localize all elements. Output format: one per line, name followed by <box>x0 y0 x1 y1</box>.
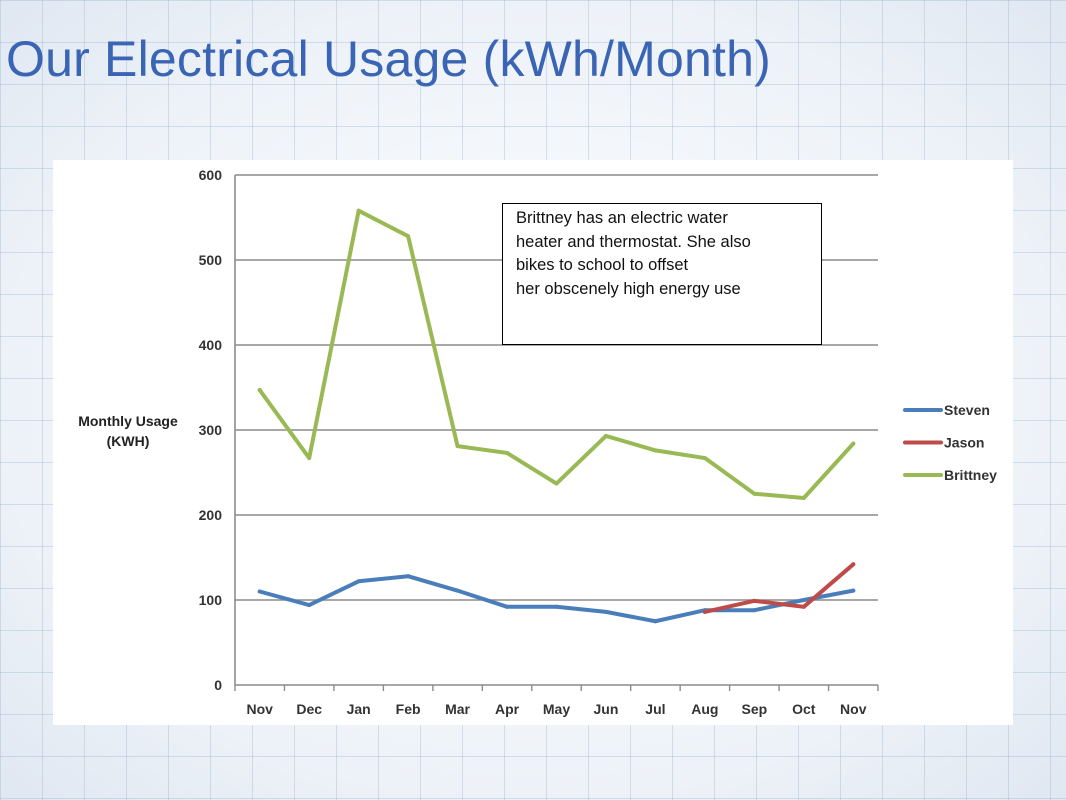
data-point-brittney <box>653 448 658 453</box>
data-point-steven <box>406 574 411 579</box>
annotation-line: heater and thermostat. She also <box>516 232 751 251</box>
series-line-steven <box>257 574 856 624</box>
legend-label: Steven <box>944 402 990 418</box>
y-tick-label: 400 <box>199 337 223 353</box>
x-tick-label: Sep <box>742 701 768 717</box>
x-tick-label: Apr <box>495 701 520 717</box>
data-point-jason <box>702 609 707 614</box>
x-tick-label: May <box>543 701 570 717</box>
x-tick-label: Oct <box>792 701 816 717</box>
y-axis-label: Monthly Usage <box>78 413 178 429</box>
y-tick-label: 0 <box>214 677 222 693</box>
y-axis-label: (KWH) <box>107 433 150 449</box>
y-tick-label: 500 <box>199 252 223 268</box>
data-point-brittney <box>702 456 707 461</box>
data-point-brittney <box>505 450 510 455</box>
x-tick-label: Nov <box>247 701 274 717</box>
data-point-brittney <box>307 456 312 461</box>
data-point-steven <box>603 609 608 614</box>
x-tick-label: Nov <box>840 701 867 717</box>
data-point-steven <box>257 589 262 594</box>
legend-label: Brittney <box>944 467 997 483</box>
data-point-brittney <box>356 208 361 213</box>
data-point-steven <box>356 579 361 584</box>
data-point-steven <box>801 598 806 602</box>
annotation-box: Brittney has an electric water heater an… <box>502 203 822 345</box>
series-line-jason <box>702 562 856 614</box>
data-point-steven <box>307 603 312 608</box>
x-tick-label: Feb <box>396 701 421 717</box>
annotation-line: Brittney has an electric water <box>516 209 728 227</box>
x-tick-label: Jan <box>347 701 371 717</box>
data-point-steven <box>505 604 510 609</box>
y-tick-label: 100 <box>199 592 223 608</box>
data-point-brittney <box>257 388 262 393</box>
y-tick-label: 600 <box>199 167 223 183</box>
data-point-jason <box>801 604 806 609</box>
x-tick-label: Mar <box>445 701 470 717</box>
data-point-steven <box>455 588 460 593</box>
x-tick-label: Jun <box>594 701 619 717</box>
x-tick-label: Aug <box>691 701 718 717</box>
x-tick-label: Jul <box>645 701 665 717</box>
data-point-brittney <box>554 481 559 486</box>
line-chart: 0 100 200 300 400 500 600 Nov Dec Jan Feb Mar Apr May… <box>78 167 997 717</box>
legend-label: Jason <box>944 435 984 451</box>
data-point-brittney <box>801 496 806 500</box>
y-tick-label: 200 <box>199 507 223 523</box>
data-point-brittney <box>752 491 757 496</box>
data-point-steven <box>752 608 757 613</box>
y-tick-label: 300 <box>199 422 223 438</box>
data-point-brittney <box>455 444 460 449</box>
x-tick-label: Dec <box>296 701 322 717</box>
data-point-steven <box>653 619 658 624</box>
data-point-jason <box>851 562 856 567</box>
data-point-steven <box>851 588 856 593</box>
annotation-line: bikes to school to offset <box>516 256 689 274</box>
annotation-line: her obscenely high energy use <box>516 279 741 298</box>
data-point-brittney <box>851 441 856 446</box>
data-point-jason <box>752 598 757 603</box>
slide-title: Our Electrical Usage (kWh/Month) <box>6 31 771 87</box>
data-point-brittney <box>406 234 411 239</box>
data-point-steven <box>554 604 559 609</box>
chart-panel: 0 100 200 300 400 500 600 Nov Dec Jan Feb Mar Apr May… <box>53 160 1013 725</box>
data-point-brittney <box>603 433 608 438</box>
